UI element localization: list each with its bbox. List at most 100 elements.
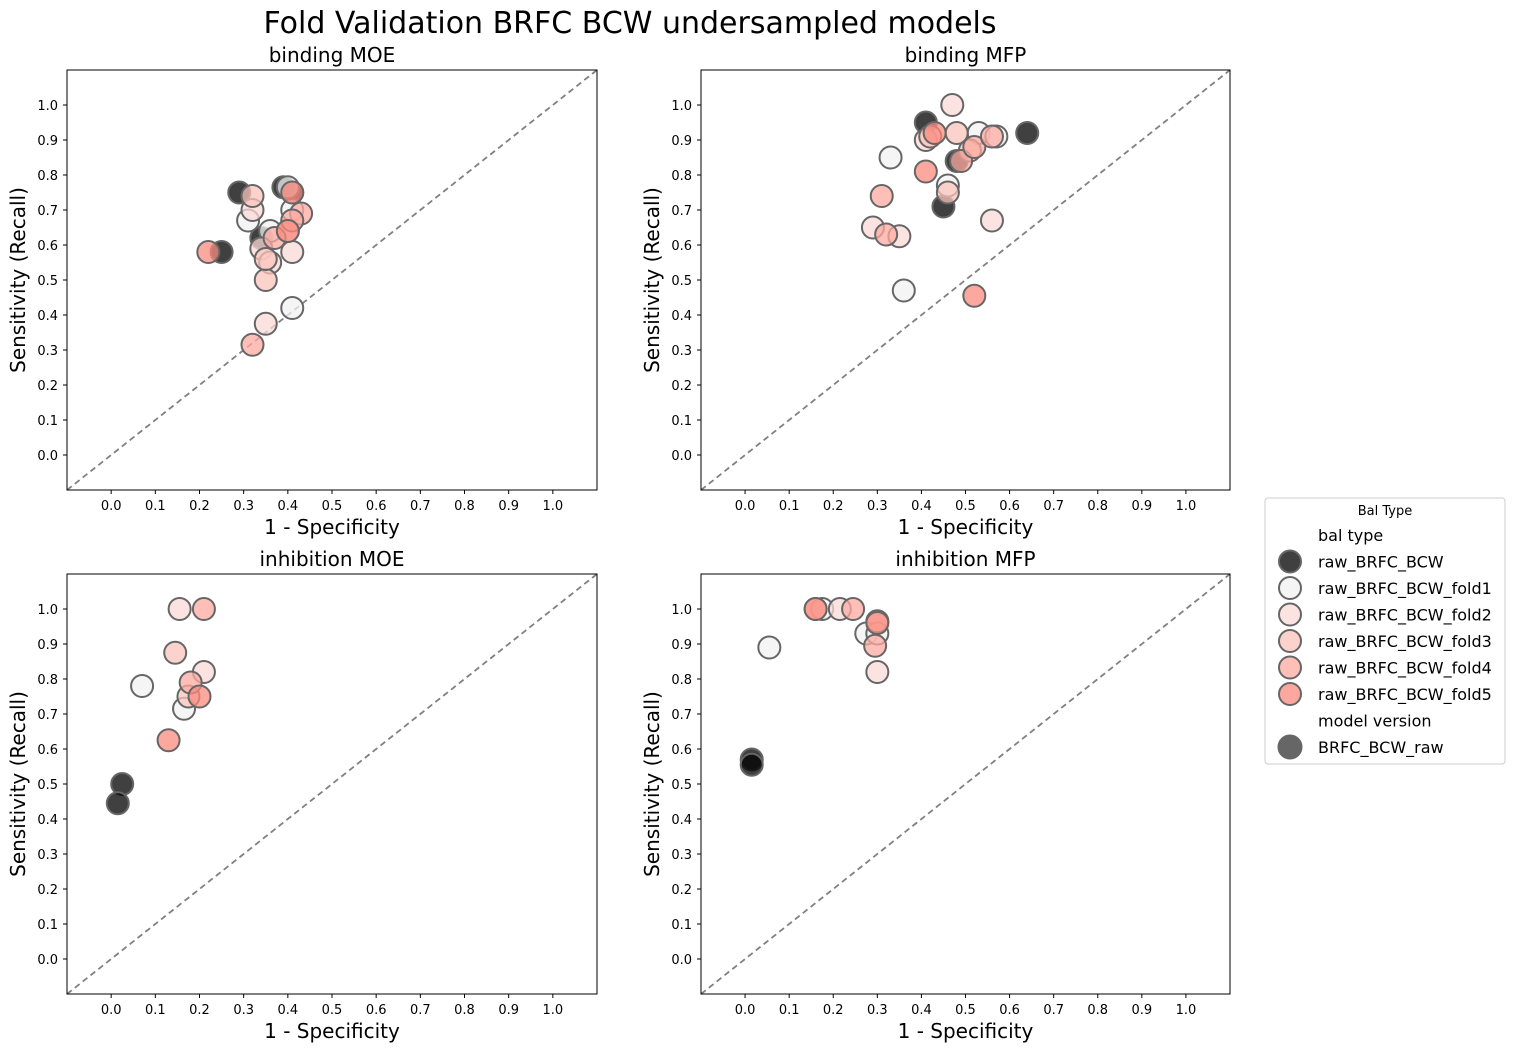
x-tick-label: 0.5	[322, 499, 343, 514]
data-point	[240, 184, 265, 208]
y-tick-label: 0.8	[671, 169, 692, 184]
data-point	[803, 597, 828, 621]
x-tick-label: 0.8	[1087, 1003, 1108, 1018]
y-tick-label: 0.1	[37, 414, 58, 429]
data-point	[841, 597, 866, 621]
y-tick-label: 0.3	[671, 344, 692, 359]
legend-entry: raw_BRFC_BCW_fold3	[1278, 629, 1492, 653]
legend-section-title: bal type	[1318, 526, 1383, 545]
data-point	[979, 124, 1004, 149]
y-axis-label: Sensitivity (Recall)	[640, 691, 664, 877]
x-tick-label: 1.0	[1176, 499, 1197, 514]
legend-marker	[1278, 602, 1302, 627]
data-point	[962, 135, 987, 159]
data-point	[280, 180, 305, 205]
legend-title: Bal Type	[1358, 504, 1413, 519]
data-point	[240, 332, 265, 357]
y-tick-label: 0.7	[37, 708, 58, 723]
series-raw_BRFC_BCW	[105, 772, 135, 816]
data-point	[253, 311, 278, 336]
x-tick-label: 0.7	[1043, 1003, 1064, 1018]
data-point	[878, 145, 903, 170]
y-tick-label: 0.7	[671, 204, 692, 219]
y-tick-label: 0.1	[671, 414, 692, 429]
data-point	[739, 752, 764, 777]
x-tick-label: 0.6	[999, 499, 1020, 514]
x-tick-label: 0.9	[1131, 499, 1152, 514]
x-tick-label: 0.8	[454, 499, 475, 514]
y-tick-label: 0.4	[37, 309, 58, 324]
y-tick-label: 0.0	[671, 953, 692, 968]
subplots: binding MOE 0.0 0.0 0.1 0.1 0.2 0.2 0.3 0.3 0.4 0.…	[6, 43, 1231, 1043]
legend-label: raw_BRFC_BCW	[1318, 553, 1444, 573]
data-point	[187, 684, 212, 709]
y-tick-label: 0.8	[37, 673, 58, 688]
legend-marker	[1278, 629, 1302, 653]
y-tick-label: 0.1	[37, 918, 58, 933]
diagonal-reference-line	[701, 574, 1230, 994]
y-tick-label: 0.8	[37, 169, 58, 184]
data-point	[110, 772, 135, 796]
data-point	[196, 240, 221, 264]
y-axis-label: Sensitivity (Recall)	[6, 187, 30, 373]
x-tick-label: 0.3	[233, 499, 254, 514]
y-tick-label: 0.2	[37, 883, 58, 898]
y-axis-label: Sensitivity (Recall)	[640, 187, 664, 373]
x-tick-label: 1.0	[1176, 1003, 1197, 1018]
x-tick-label: 0.4	[911, 499, 932, 514]
data-point	[935, 180, 960, 205]
series-raw_BRFC_BCW	[739, 747, 764, 777]
x-tick-label: 0.6	[999, 1003, 1020, 1018]
y-tick-label: 0.6	[671, 743, 692, 758]
y-tick-label: 0.0	[37, 953, 58, 968]
legend: Bal Type bal type raw_BRFC_BCW raw_BRFC_BCW…	[1264, 497, 1506, 765]
x-tick-label: 0.8	[1087, 499, 1108, 514]
y-tick-label: 0.7	[671, 708, 692, 723]
data-point	[891, 278, 916, 303]
data-point	[863, 633, 888, 658]
x-tick-label: 0.2	[823, 499, 844, 514]
y-tick-label: 0.3	[671, 848, 692, 863]
data-point	[874, 222, 899, 247]
x-tick-label: 0.0	[735, 1003, 756, 1018]
x-tick-label: 1.0	[542, 1003, 563, 1018]
x-tick-label: 0.1	[779, 1003, 800, 1018]
legend-entry: raw_BRFC_BCW	[1278, 549, 1444, 574]
diagonal-reference-line	[701, 70, 1230, 490]
y-tick-label: 0.6	[37, 239, 58, 254]
x-tick-label: 0.0	[101, 499, 122, 514]
data-point	[1015, 121, 1040, 145]
legend-box	[1264, 497, 1506, 765]
x-tick-label: 0.4	[277, 499, 298, 514]
legend-marker	[1278, 682, 1302, 706]
y-tick-label: 0.5	[37, 778, 58, 793]
data-point	[167, 597, 192, 621]
x-axis-label: 1 - Specificity	[264, 1019, 400, 1043]
y-tick-label: 0.2	[37, 379, 58, 394]
y-tick-label: 0.4	[37, 813, 58, 828]
legend-entry: raw_BRFC_BCW_fold5	[1278, 682, 1492, 706]
x-axis-label: 1 - Specificity	[264, 515, 400, 539]
x-tick-label: 0.9	[1131, 1003, 1152, 1018]
x-tick-label: 0.4	[911, 1003, 932, 1018]
x-tick-label: 0.1	[779, 499, 800, 514]
subplot-4: inhibition MFP 0.0 0.0 0.1 0.1 0.2 0.2 0.3 0.3 0.…	[640, 547, 1231, 1043]
x-tick-label: 0.5	[955, 499, 976, 514]
x-tick-label: 0.0	[101, 1003, 122, 1018]
data-point	[156, 728, 181, 753]
series-raw_BRFC_BCW_fold5	[913, 121, 987, 308]
subplot-title: inhibition MOE	[259, 547, 404, 571]
data-point	[962, 283, 987, 308]
legend-label: raw_BRFC_BCW_fold3	[1318, 632, 1492, 652]
series-raw_BRFC_BCW_fold5	[196, 180, 305, 264]
data-point	[275, 219, 300, 243]
legend-marker	[1277, 734, 1303, 760]
scatter-points	[105, 597, 216, 816]
legend-label: raw_BRFC_BCW_fold4	[1318, 659, 1492, 679]
subplot-1: binding MOE 0.0 0.0 0.1 0.1 0.2 0.2 0.3 0.3 0.4 0.…	[6, 43, 598, 539]
x-tick-label: 0.3	[867, 1003, 888, 1018]
legend-marker	[1278, 576, 1302, 600]
x-tick-label: 0.5	[322, 1003, 343, 1018]
scatter-points	[739, 597, 890, 777]
